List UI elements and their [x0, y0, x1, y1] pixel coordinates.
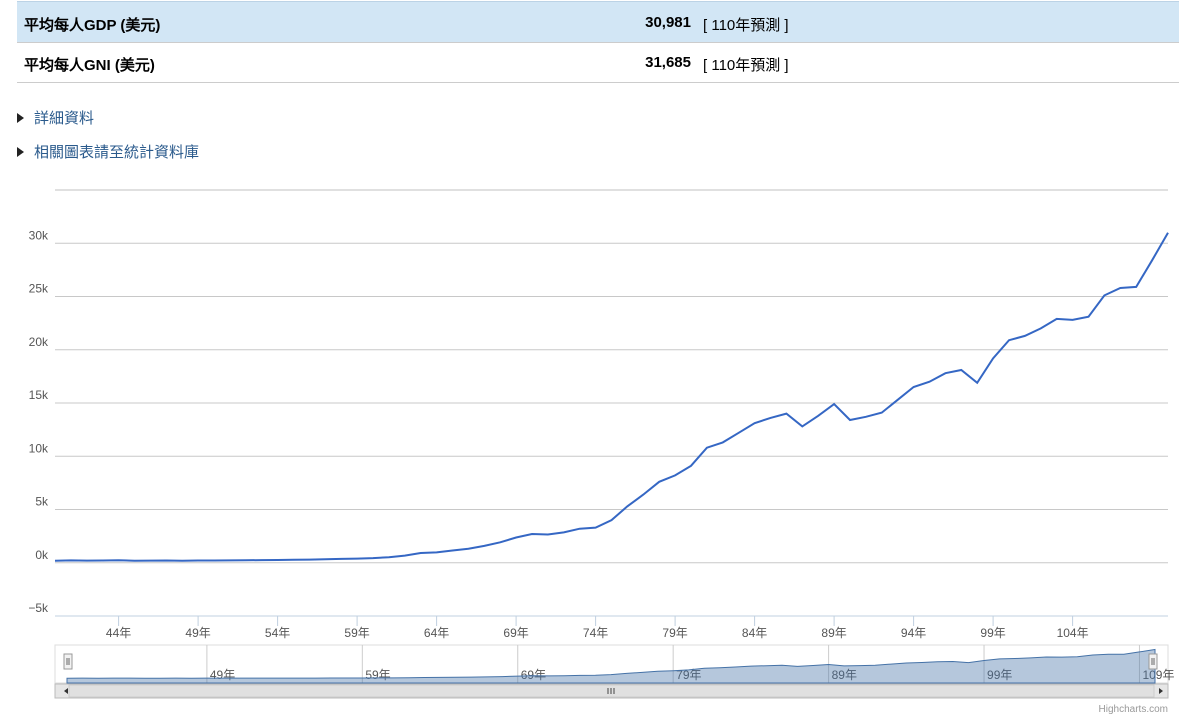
navigator-bg: [54, 644, 1169, 684]
x-tick-label: 104年: [1057, 626, 1089, 640]
navigator-handle[interactable]: [1148, 653, 1158, 670]
navigator-tick-label: 89年: [832, 668, 857, 682]
navigator-tick-label: 79年: [676, 668, 701, 682]
x-tick-label: 84年: [742, 626, 767, 640]
row-value: 31,685: [645, 54, 691, 71]
y-tick-label: 5k: [35, 495, 49, 509]
navigator-tick-label: 59年: [365, 668, 390, 682]
handle-grip: [66, 658, 70, 665]
navigator-tick-label: 69年: [521, 668, 546, 682]
y-tick-label: 25k: [29, 282, 49, 296]
x-tick-label: 49年: [185, 626, 210, 640]
y-tick-label: −5k: [28, 601, 49, 615]
y-tick-label: 30k: [29, 228, 49, 242]
line: [54, 232, 1169, 562]
x-tick-label: 64年: [424, 626, 449, 640]
x-tick-label: 44年: [106, 626, 131, 640]
handle-grip: [1151, 658, 1155, 665]
x-tick-label: 79年: [662, 626, 687, 640]
row-note: [ 110年預測 ]: [703, 17, 789, 34]
link[interactable]: 相關圖表請至統計資料庫: [17, 141, 199, 162]
y-tick-label: 0k: [35, 548, 49, 562]
y-tick-label: 20k: [29, 335, 49, 349]
row-note: [ 110年預測 ]: [703, 57, 789, 74]
x-tick-label: 94年: [901, 626, 926, 640]
x-tick-label: 74年: [583, 626, 608, 640]
navigator-handle[interactable]: [63, 653, 73, 670]
y-tick-label: 15k: [29, 388, 49, 402]
x-tick-label: 59年: [344, 626, 369, 640]
y-tick-label: 10k: [29, 441, 49, 455]
x-tick-label: 69年: [503, 626, 528, 640]
x-tick-label: 89年: [821, 626, 846, 640]
row-label: 平均每人GDP (美元): [24, 17, 161, 34]
navigator-tick-label: 109年: [1142, 668, 1174, 682]
thumb-grip: [607, 688, 615, 694]
navigator-tick-label: 99年: [987, 668, 1012, 682]
table-row: 平均每人GDP (美元) 30,981 [ 110年預測 ]: [17, 1, 1179, 43]
credit[interactable]: Highcharts.com: [1099, 704, 1168, 715]
navigator-area: [66, 648, 1156, 684]
link[interactable]: 詳細資料: [17, 107, 94, 128]
x-tick-label: 54年: [265, 626, 290, 640]
x-tick-label: 99年: [980, 626, 1005, 640]
row-label: 平均每人GNI (美元): [24, 57, 155, 74]
row-value: 30,981: [645, 14, 691, 31]
table-row: 平均每人GNI (美元) 31,685 [ 110年預測 ]: [17, 42, 1179, 83]
